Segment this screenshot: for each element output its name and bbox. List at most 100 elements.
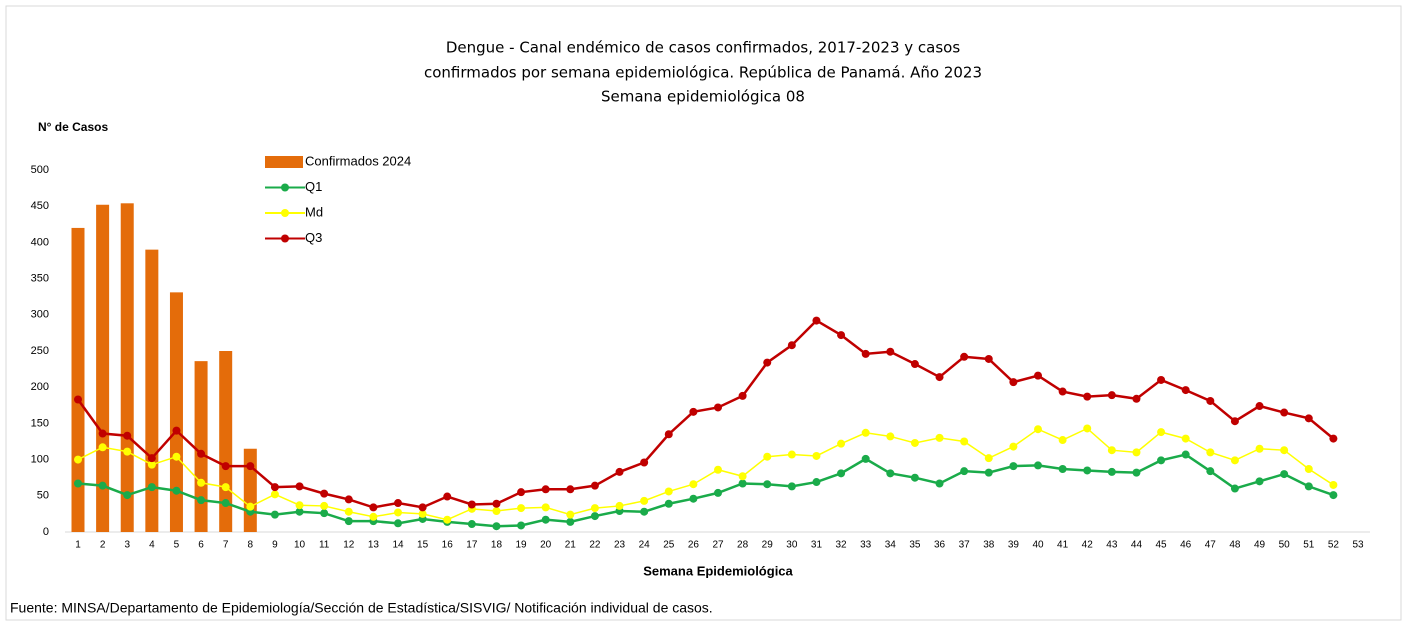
bar <box>169 292 183 532</box>
marker <box>1206 396 1215 405</box>
marker <box>738 479 747 488</box>
x-tick-label: 30 <box>786 540 798 551</box>
marker <box>787 341 796 350</box>
line <box>76 319 1335 509</box>
marker <box>984 354 993 363</box>
x-axis-title: Semana Epidemiológica <box>643 563 793 578</box>
x-tick-label: 5 <box>174 540 180 551</box>
marker <box>1304 482 1313 491</box>
marker <box>541 515 550 524</box>
marker <box>1255 477 1264 486</box>
x-tick-label: 1 <box>75 540 81 551</box>
marker <box>566 510 575 519</box>
marker <box>369 503 378 512</box>
marker <box>492 507 501 516</box>
marker <box>394 508 402 517</box>
marker <box>787 482 796 491</box>
marker <box>197 449 206 458</box>
x-tick-label: 21 <box>565 540 577 551</box>
marker <box>590 504 599 513</box>
marker <box>98 429 107 438</box>
chart-title: Semana epidemiológica 08 <box>601 88 805 106</box>
x-tick-label: 52 <box>1328 540 1340 551</box>
x-tick-label: 8 <box>248 540 254 551</box>
marker <box>270 510 279 519</box>
marker <box>74 479 82 488</box>
marker <box>837 331 846 340</box>
marker <box>1083 392 1092 401</box>
chart-title: confirmados por semana epidemiológica. R… <box>424 64 982 82</box>
marker <box>566 485 575 494</box>
marker <box>590 512 599 521</box>
marker <box>197 496 206 505</box>
marker <box>984 468 993 477</box>
marker <box>1280 408 1289 417</box>
marker <box>123 447 132 456</box>
legend-swatch <box>281 234 289 243</box>
marker <box>394 499 402 508</box>
marker <box>467 500 476 509</box>
x-tick-label: 22 <box>589 540 601 551</box>
marker <box>443 515 452 524</box>
x-tick-label: 41 <box>1057 540 1069 551</box>
x-tick-label: 36 <box>934 540 946 551</box>
marker <box>320 489 329 498</box>
x-tick-label: 16 <box>442 540 454 551</box>
marker <box>837 439 846 448</box>
legend-swatch <box>281 183 289 192</box>
marker <box>221 483 230 492</box>
marker <box>344 507 353 516</box>
x-tick-label: 23 <box>614 540 626 551</box>
x-tick-label: 28 <box>737 540 749 551</box>
marker <box>861 454 870 463</box>
marker <box>1206 448 1215 457</box>
marker <box>1206 467 1215 476</box>
marker <box>123 431 132 440</box>
marker <box>270 490 279 499</box>
marker <box>418 503 427 512</box>
marker <box>886 432 895 441</box>
marker <box>1083 424 1092 433</box>
y-tick-label: 450 <box>31 200 49 212</box>
marker <box>172 452 181 461</box>
y-tick-label: 100 <box>31 454 49 466</box>
y-axis-title: N° de Casos <box>38 120 108 134</box>
marker <box>664 499 673 508</box>
marker <box>1181 450 1190 459</box>
marker <box>320 501 329 510</box>
x-tick-label: 18 <box>491 540 503 551</box>
x-tick-label: 35 <box>909 540 921 551</box>
marker <box>98 443 107 452</box>
marker <box>960 437 969 446</box>
marker <box>590 481 599 490</box>
x-tick-label: 29 <box>762 540 774 551</box>
marker <box>295 507 304 516</box>
marker <box>541 503 550 512</box>
x-tick-label: 12 <box>343 540 355 551</box>
marker <box>221 462 230 471</box>
marker <box>812 451 821 460</box>
marker <box>960 352 969 361</box>
x-tick-label: 37 <box>959 540 971 551</box>
marker <box>74 395 82 404</box>
x-tick-label: 17 <box>466 540 478 551</box>
marker <box>1329 480 1338 489</box>
marker <box>1058 465 1067 474</box>
x-tick-label: 15 <box>417 540 429 551</box>
marker <box>1157 456 1166 465</box>
marker <box>1329 434 1338 443</box>
marker <box>812 478 821 487</box>
x-tick-label: 3 <box>124 540 130 551</box>
marker <box>861 428 870 437</box>
marker <box>886 469 895 478</box>
marker <box>147 454 156 463</box>
x-tick-label: 39 <box>1008 540 1020 551</box>
marker <box>714 465 722 474</box>
marker <box>443 492 452 501</box>
marker <box>1107 467 1116 476</box>
marker <box>1034 371 1042 380</box>
marker <box>517 504 526 513</box>
x-tick-label: 42 <box>1082 540 1094 551</box>
x-tick-label: 50 <box>1279 540 1291 551</box>
